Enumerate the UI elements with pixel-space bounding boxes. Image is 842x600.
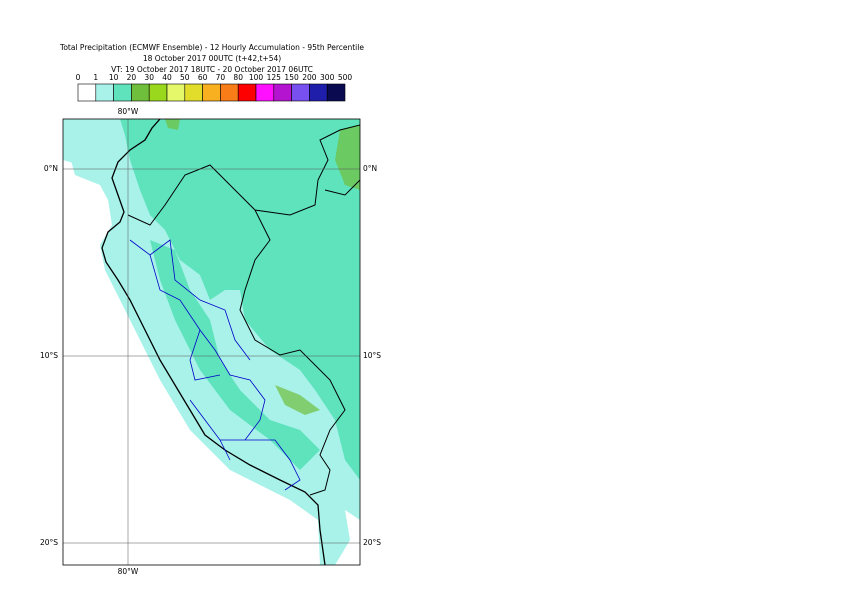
legend-swatch (291, 83, 310, 102)
lat-label: 0°N (44, 164, 58, 173)
graticule (63, 119, 360, 565)
legend-label: 1 (93, 73, 98, 82)
legend-swatch (184, 83, 203, 102)
legend-label: 30 (144, 73, 154, 82)
light-precip-sea (63, 119, 110, 165)
legend-swatch (273, 83, 292, 102)
legend-label: 125 (267, 73, 282, 82)
legend-label: 80 (233, 73, 243, 82)
legend-swatch (166, 83, 186, 102)
legend-swatch (220, 83, 239, 102)
legend-label: 40 (162, 73, 172, 82)
legend-label: 20 (127, 73, 137, 82)
borders (127, 124, 360, 496)
lat-label: 10°S (363, 351, 381, 360)
heavy-precip (275, 385, 320, 415)
coastline (101, 119, 326, 565)
legend-label: 70 (216, 73, 226, 82)
moderate-precip-2 (150, 240, 320, 470)
moderate-precip (120, 119, 360, 480)
legend-swatch (202, 83, 221, 102)
legend-swatch (309, 83, 328, 102)
graticule-labels: 80°W 80°W 0°N 0°N 10°S 10°S 20°S 20°S (40, 107, 381, 576)
lat-label: 10°S (40, 351, 58, 360)
regions (129, 239, 301, 491)
legend-swatch (255, 83, 275, 102)
legend-label: 60 (198, 73, 208, 82)
legend-label: 200 (302, 73, 317, 82)
legend-swatch (148, 83, 168, 102)
lon-label: 80°W (118, 567, 139, 576)
legend-swatch (326, 83, 346, 102)
legend-label: 300 (320, 73, 335, 82)
title: Total Precipitation (ECMWF Ensemble) - 1… (59, 43, 364, 52)
heavy-precip-2 (335, 125, 360, 190)
lat-label: 0°N (363, 164, 377, 173)
legend-swatch (237, 83, 257, 102)
legend-label: 10 (109, 73, 119, 82)
legend-label: 500 (338, 73, 353, 82)
lat-label: 20°S (40, 538, 58, 547)
legend: 0 1 10 20 30 40 50 60 70 80 100 125 150 200 300 500 (76, 73, 353, 102)
legend-swatch (131, 83, 150, 102)
legend-label: 0 (76, 73, 81, 82)
legend-label: 150 (284, 73, 299, 82)
lat-label: 20°S (363, 538, 381, 547)
legend-swatch (113, 83, 132, 102)
heavy-precip-3 (165, 119, 180, 130)
valid-time: VT: 19 October 2017 18UTC - 20 October 2… (111, 65, 313, 74)
map-frame (62, 118, 361, 566)
map: 80°W 80°W 0°N 0°N 10°S 10°S 20°S 20°S (40, 107, 381, 576)
lon-label: 80°W (118, 107, 139, 116)
legend-swatch (95, 83, 114, 102)
legend-swatch (77, 83, 97, 102)
legend-label: 50 (180, 73, 190, 82)
legend-label: 100 (249, 73, 264, 82)
subtitle: 18 October 2017 00UTC (t+42,t+54) (143, 54, 281, 63)
